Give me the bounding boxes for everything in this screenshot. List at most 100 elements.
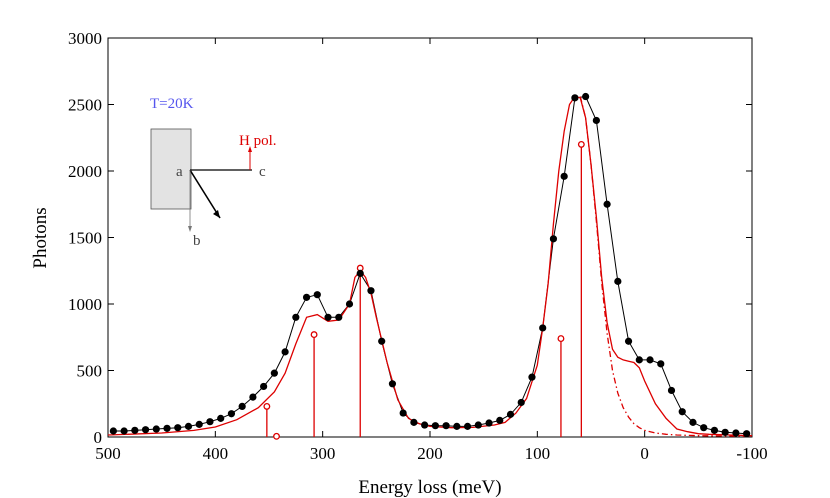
- data-point: [163, 424, 171, 432]
- point-layer: [109, 92, 751, 438]
- data-point: [635, 356, 643, 364]
- x-tick-label: 0: [640, 444, 649, 463]
- inset-geometry: T=20K H pol. a b c: [150, 96, 277, 249]
- tick-layer: 500 400 300 200 100 0 -10005001000150020002500…: [68, 29, 768, 463]
- stem-marker: [557, 335, 565, 343]
- data-point: [700, 424, 708, 432]
- axis-c-label: c: [259, 164, 266, 180]
- data-point: [442, 422, 450, 430]
- data-point: [571, 94, 579, 102]
- data-point: [238, 402, 246, 411]
- data-point: [614, 277, 622, 285]
- data-point: [421, 421, 429, 429]
- b-arrowhead: [188, 226, 192, 232]
- data-point: [388, 380, 397, 388]
- polarization-arrowhead: [248, 146, 252, 152]
- stem-marker: [263, 402, 271, 410]
- axis-a-label: a: [176, 164, 183, 180]
- data-point: [324, 313, 332, 321]
- y-tick-label: 1000: [68, 295, 102, 314]
- x-tick-label: 200: [417, 444, 443, 463]
- x-tick-label: 300: [310, 444, 336, 463]
- x-tick-label: 400: [203, 444, 229, 463]
- data-point: [302, 293, 311, 301]
- data-point: [131, 426, 139, 434]
- data-point: [217, 414, 225, 422]
- data-point: [281, 348, 289, 356]
- stem-marker: [273, 432, 280, 440]
- y-tick-label: 500: [77, 362, 103, 381]
- data-point: [227, 410, 236, 418]
- y-tick-label: 2500: [68, 96, 102, 115]
- data-point: [120, 427, 128, 435]
- data-point: [141, 426, 150, 434]
- data-point: [496, 416, 504, 424]
- data-point: [463, 422, 472, 430]
- data-point: [399, 409, 407, 417]
- data-point: [506, 410, 515, 418]
- data-point: [657, 360, 665, 368]
- data-point: [485, 419, 493, 427]
- data-point: [292, 313, 300, 321]
- polarization-label: H pol.: [239, 133, 277, 149]
- beam-arrowhead: [213, 210, 220, 218]
- scattered-beam-arrow: [189, 169, 221, 219]
- x-tick-label: -100: [736, 444, 767, 463]
- data-point: [313, 291, 321, 299]
- data-point: [732, 429, 740, 437]
- data-point: [689, 418, 697, 426]
- data-point: [270, 369, 278, 377]
- x-tick-label: 100: [525, 444, 551, 463]
- series-line-data: [113, 95, 747, 435]
- stem-marker: [577, 140, 585, 148]
- sample-rectangle: [150, 128, 192, 210]
- axis-b-label: b: [193, 233, 201, 249]
- data-point: [152, 425, 160, 433]
- data-point: [560, 172, 568, 180]
- data-point: [109, 427, 117, 435]
- data-point: [592, 116, 600, 125]
- data-point: [721, 428, 729, 436]
- temperature-label: T=20K: [150, 96, 194, 112]
- data-point: [184, 422, 193, 430]
- data-point: [335, 313, 343, 321]
- data-point: [743, 430, 751, 438]
- axes-frame-layer: [107, 37, 753, 438]
- y-tick-label: 0: [94, 428, 103, 447]
- data-point: [624, 337, 633, 345]
- x-axis-title: Energy loss (meV): [358, 477, 501, 498]
- data-point: [249, 393, 257, 401]
- data-point: [356, 269, 364, 278]
- data-point: [667, 386, 676, 395]
- data-point: [367, 287, 375, 295]
- data-point: [582, 92, 590, 101]
- y-tick-label: 2000: [68, 162, 102, 181]
- series-layer: [107, 95, 753, 437]
- data-point: [474, 421, 482, 429]
- data-point: [517, 398, 525, 407]
- y-axis-title: Photons: [30, 207, 51, 268]
- data-point: [410, 418, 418, 426]
- data-point: [345, 300, 354, 308]
- data-point: [260, 382, 268, 391]
- plot-frame: [107, 37, 753, 438]
- data-point: [206, 418, 214, 426]
- y-tick-label: 1500: [68, 229, 102, 248]
- x-tick-label: 500: [95, 444, 121, 463]
- data-point: [710, 426, 719, 434]
- series-line-fit-component: [579, 96, 753, 437]
- data-point: [378, 337, 386, 345]
- data-point: [174, 424, 182, 432]
- data-point: [195, 420, 203, 428]
- data-point: [549, 235, 558, 243]
- data-point: [528, 373, 536, 381]
- stem-layer: [263, 140, 585, 440]
- data-point: [678, 408, 686, 416]
- data-point: [431, 422, 439, 430]
- stem-marker: [310, 331, 318, 339]
- series-line-fit: [107, 95, 753, 437]
- data-point: [539, 324, 547, 332]
- data-point: [453, 422, 461, 430]
- data-point: [646, 356, 654, 364]
